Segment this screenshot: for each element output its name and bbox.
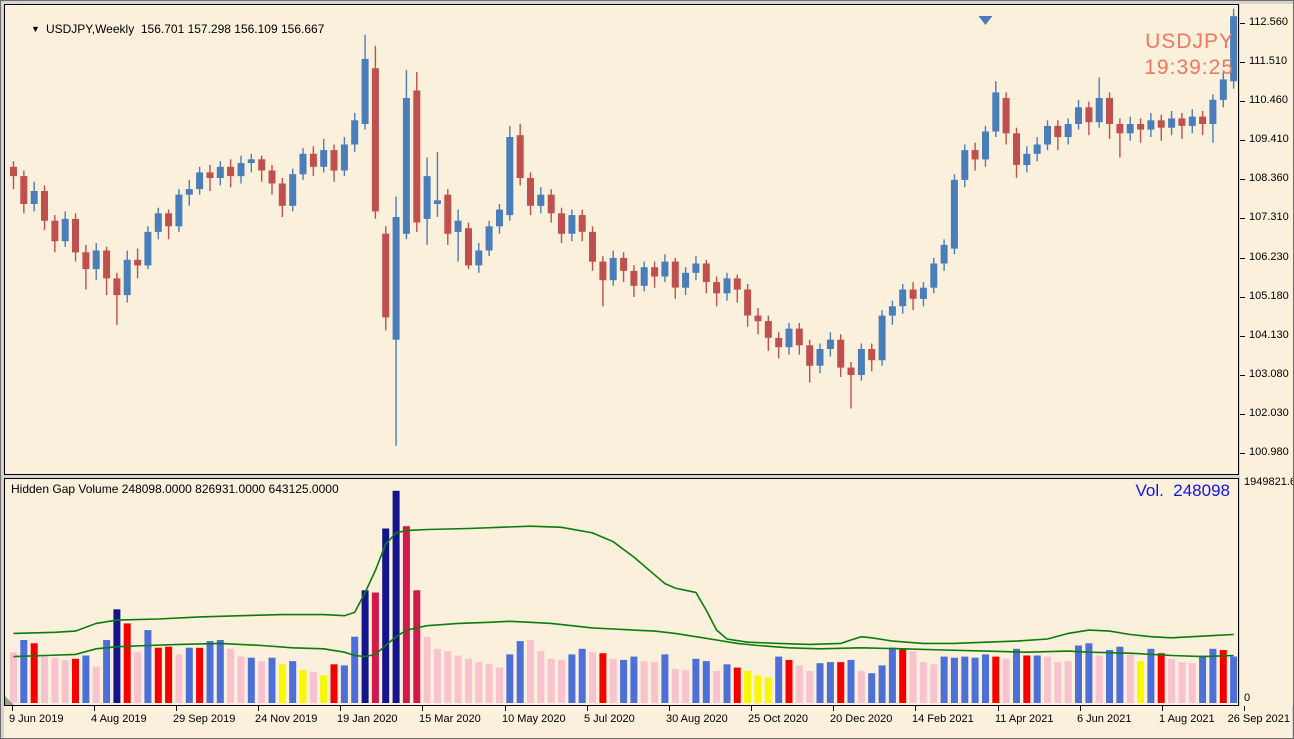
candlestick-chart — [10, 8, 1238, 446]
date-axis-label: 19 Jan 2020 — [337, 713, 398, 725]
price-tick — [1240, 375, 1245, 376]
date-axis-label: 11 Apr 2021 — [995, 713, 1054, 725]
date-axis-label: 30 Aug 2020 — [666, 713, 728, 725]
date-axis-label: 9 Jun 2019 — [9, 713, 64, 725]
price-axis-label: 108.360 — [1249, 172, 1289, 184]
date-tick — [258, 706, 259, 711]
price-tick — [1240, 140, 1245, 141]
price-axis[interactable]: 112.560 111.510 110.460 109.410 108.360 107.3… — [1240, 4, 1294, 706]
price-axis-label: 110.460 — [1249, 94, 1288, 106]
date-tick — [1080, 706, 1081, 711]
volume-indicator-pane[interactable]: Hidden Gap Volume 248098.0000 826931.000… — [4, 478, 1239, 706]
symbol-summary: USDJPY,Weekly 156.701 157.298 156.109 15… — [45, 22, 325, 36]
pane-resize-grip[interactable] — [5, 696, 14, 705]
date-tick — [998, 706, 999, 711]
price-tick — [1240, 453, 1245, 454]
price-tick — [1240, 218, 1245, 219]
date-tick — [669, 706, 670, 711]
date-axis-label: 26 Sep 2021 — [1227, 713, 1290, 725]
date-tick — [176, 706, 177, 711]
triangle-marker-icon — [978, 16, 993, 25]
date-axis-label: 20 Dec 2020 — [830, 713, 893, 725]
date-tick — [1244, 706, 1245, 711]
price-tick — [1240, 62, 1245, 63]
date-axis-label: 6 Jun 2021 — [1077, 713, 1132, 725]
price-tick — [1240, 297, 1245, 298]
date-axis-label: 1 Aug 2021 — [1159, 713, 1215, 725]
date-tick — [340, 706, 341, 711]
price-tick — [1240, 414, 1245, 415]
date-axis-label: 5 Jul 2020 — [584, 713, 635, 725]
date-tick — [94, 706, 95, 711]
date-axis-label: 29 Sep 2019 — [173, 713, 236, 725]
price-axis-label: 105.180 — [1249, 290, 1289, 302]
volume-axis-label: 0 — [1244, 692, 1251, 704]
date-axis-label: 14 Feb 2021 — [912, 713, 974, 725]
price-axis-label: 111.510 — [1249, 55, 1288, 67]
date-tick — [422, 706, 423, 711]
price-tick — [1240, 23, 1245, 24]
symbol-dropdown-icon[interactable]: ▼ — [31, 24, 40, 34]
price-tick — [1240, 179, 1245, 180]
date-tick — [12, 706, 13, 711]
chart-title: ▼ USDJPY,Weekly 156.701 157.298 156.109 1… — [11, 8, 324, 50]
date-axis-label: 25 Oct 2020 — [748, 713, 808, 725]
date-tick — [833, 706, 834, 711]
price-axis-label: 112.560 — [1249, 16, 1288, 28]
date-axis-label: 24 Nov 2019 — [255, 713, 318, 725]
price-axis-label: 102.030 — [1249, 407, 1289, 419]
date-tick — [751, 706, 752, 711]
volume-axis-label: 1949821.6 — [1244, 476, 1294, 488]
price-tick — [1240, 336, 1245, 337]
date-axis-label: 4 Aug 2019 — [91, 713, 147, 725]
date-tick — [915, 706, 916, 711]
date-tick — [505, 706, 506, 711]
symbol-clock-watermark: USDJPY 19:39:25 — [1144, 29, 1234, 81]
date-axis-label: 10 May 2020 — [502, 713, 566, 725]
price-axis-label: 107.310 — [1249, 211, 1289, 223]
price-axis-label: 109.410 — [1249, 133, 1289, 145]
date-tick — [1162, 706, 1163, 711]
price-tick — [1240, 101, 1245, 102]
date-axis-label: 15 Mar 2020 — [419, 713, 481, 725]
price-axis-label: 106.230 — [1249, 251, 1289, 263]
price-axis-label: 104.130 — [1249, 329, 1289, 341]
date-axis[interactable]: 9 Jun 2019 4 Aug 2019 29 Sep 2019 24 Nov 20… — [4, 706, 1292, 738]
current-volume-label: Vol. 248098 — [1135, 481, 1230, 500]
watermark-symbol: USDJPY — [1145, 30, 1234, 53]
price-tick — [1240, 258, 1245, 259]
price-axis-label: 100.980 — [1249, 446, 1289, 458]
indicator-title: Hidden Gap Volume 248098.0000 826931.000… — [11, 482, 339, 496]
price-pane[interactable]: ▼ USDJPY,Weekly 156.701 157.298 156.109 1… — [4, 4, 1239, 475]
volume-histogram — [10, 490, 1238, 703]
date-tick — [587, 706, 588, 711]
watermark-clock: 19:39:25 — [1144, 56, 1234, 79]
price-axis-label: 103.080 — [1249, 368, 1289, 380]
